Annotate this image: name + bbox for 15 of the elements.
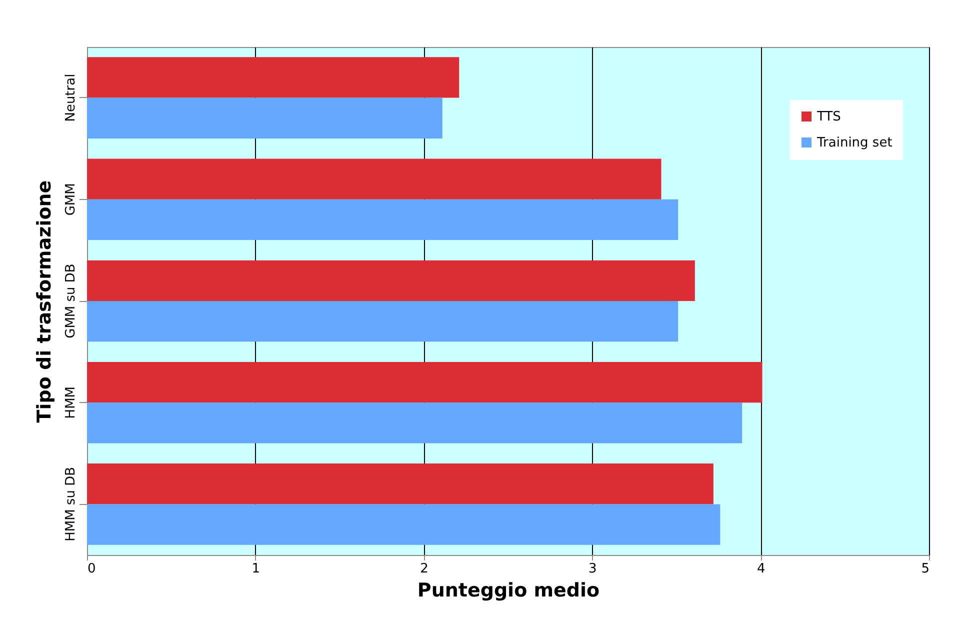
x-tick-label: 4 <box>756 562 766 576</box>
y-tick-label: HMM <box>64 386 78 419</box>
legend-label: Training set <box>816 136 892 150</box>
x-tick-label: 5 <box>921 562 930 576</box>
legend-label: TTS <box>816 110 841 124</box>
y-tick-label: HMM su DB <box>64 466 78 542</box>
y-tick-label: Neutral <box>64 74 78 122</box>
x-tick-label: 3 <box>588 562 597 576</box>
y-tick-label: GMM <box>64 183 78 216</box>
y-tick-label: GMM su DB <box>64 264 78 338</box>
x-tick-label: 0 <box>88 562 96 576</box>
x-tick-label: 2 <box>420 562 428 576</box>
y-axis-title: Tipo di trasformazione <box>34 180 56 423</box>
x-axis-title: Punteggio medio <box>417 580 600 602</box>
x-tick-label: 1 <box>252 562 260 576</box>
